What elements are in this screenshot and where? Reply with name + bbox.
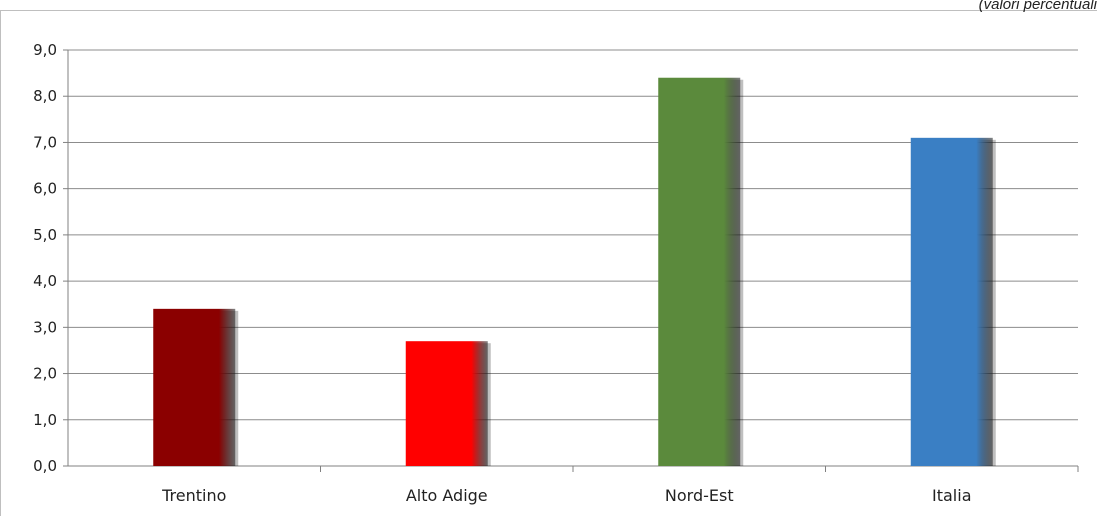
- y-tick-label: 0,0: [33, 457, 57, 475]
- bar-nord-est: [658, 77, 741, 466]
- y-tick-label: 1,0: [33, 411, 57, 429]
- y-tick-label: 7,0: [33, 133, 57, 151]
- y-tick-label: 6,0: [33, 180, 57, 198]
- y-tick-label: 5,0: [33, 226, 57, 244]
- y-tick-label: 9,0: [33, 41, 57, 59]
- y-tick-label: 2,0: [33, 365, 57, 383]
- y-tick-label: 4,0: [33, 272, 57, 290]
- y-tick-label: 8,0: [33, 87, 57, 105]
- x-category-label: Nord-Est: [665, 486, 734, 505]
- bar-italia: [910, 137, 993, 467]
- bar-alto-adige: [405, 341, 488, 466]
- x-category-label: Trentino: [161, 486, 226, 505]
- unit-note: (valori percentuali: [978, 0, 1097, 13]
- y-tick-label: 3,0: [33, 318, 57, 336]
- x-category-label: Alto Adige: [406, 486, 488, 505]
- x-category-label: Italia: [932, 486, 972, 505]
- bar-trentino: [153, 308, 236, 466]
